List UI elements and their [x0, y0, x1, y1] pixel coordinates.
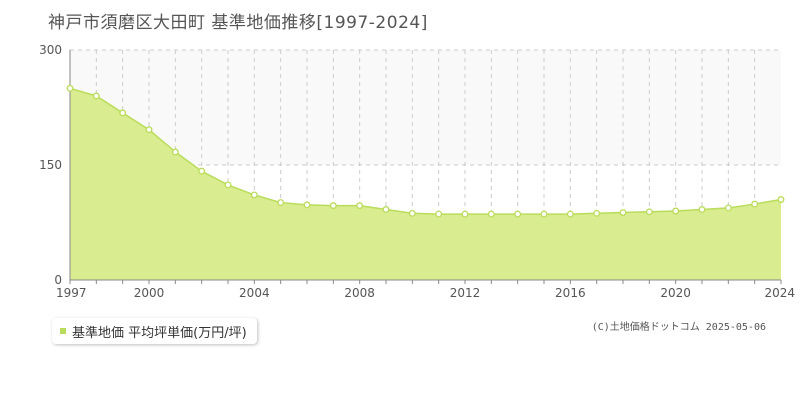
series-line: [69, 87, 782, 215]
x-tick-label: 1997: [56, 286, 87, 300]
data-area: [69, 87, 782, 280]
data-point: [382, 206, 390, 213]
chart-title: 神戸市須磨区大田町 基準地価推移[1997-2024]: [48, 13, 428, 33]
credit-text: (C)土地価格ドットコム 2025-05-06: [591, 322, 766, 333]
data-point: [461, 210, 469, 218]
data-point: [672, 207, 680, 215]
tick-labels: 0 150 300 1997 2000 2004 2008 2012 2016 2020 2024: [39, 43, 795, 300]
legend-swatch: [60, 328, 66, 334]
data-point: [645, 208, 653, 216]
y-tick-label: 0: [54, 273, 62, 287]
x-tick-label: 2024: [764, 286, 795, 300]
data-point: [198, 167, 206, 175]
data-point: [751, 200, 759, 208]
data-markers: [66, 84, 785, 218]
data-point: [329, 202, 337, 210]
data-point: [724, 204, 732, 212]
legend: 基準地価 平均坪単価(万円/坪): [52, 318, 257, 344]
data-point: [593, 209, 601, 217]
x-tick-label: 2020: [660, 286, 691, 300]
upper-band: [70, 50, 781, 165]
data-point: [145, 126, 153, 134]
data-point: [303, 201, 311, 209]
data-point: [119, 109, 127, 117]
data-point: [224, 181, 232, 189]
data-point: [540, 210, 548, 218]
y-tick-label: 150: [39, 158, 62, 172]
data-point: [777, 196, 785, 203]
chart-background: [70, 50, 781, 165]
x-tick-label: 2008: [344, 286, 375, 300]
data-point: [514, 210, 522, 218]
data-point: [277, 199, 285, 207]
data-point: [356, 202, 364, 210]
data-point: [435, 210, 443, 218]
data-point: [250, 191, 258, 199]
data-point: [566, 210, 574, 218]
data-point: [92, 92, 100, 100]
x-tick-label: 2012: [450, 286, 481, 300]
data-point: [66, 84, 74, 92]
data-point: [698, 206, 706, 213]
legend-label: 基準地価 平均坪単価(万円/坪): [72, 325, 247, 341]
x-tick-label: 2016: [555, 286, 586, 300]
data-point: [408, 209, 416, 217]
data-point: [487, 210, 495, 218]
x-tick-label: 2000: [134, 286, 165, 300]
series-area: [70, 88, 781, 280]
x-tick-label: 2004: [239, 286, 270, 300]
data-point: [619, 209, 627, 216]
data-point: [171, 148, 179, 156]
y-tick-label: 300: [39, 43, 62, 57]
